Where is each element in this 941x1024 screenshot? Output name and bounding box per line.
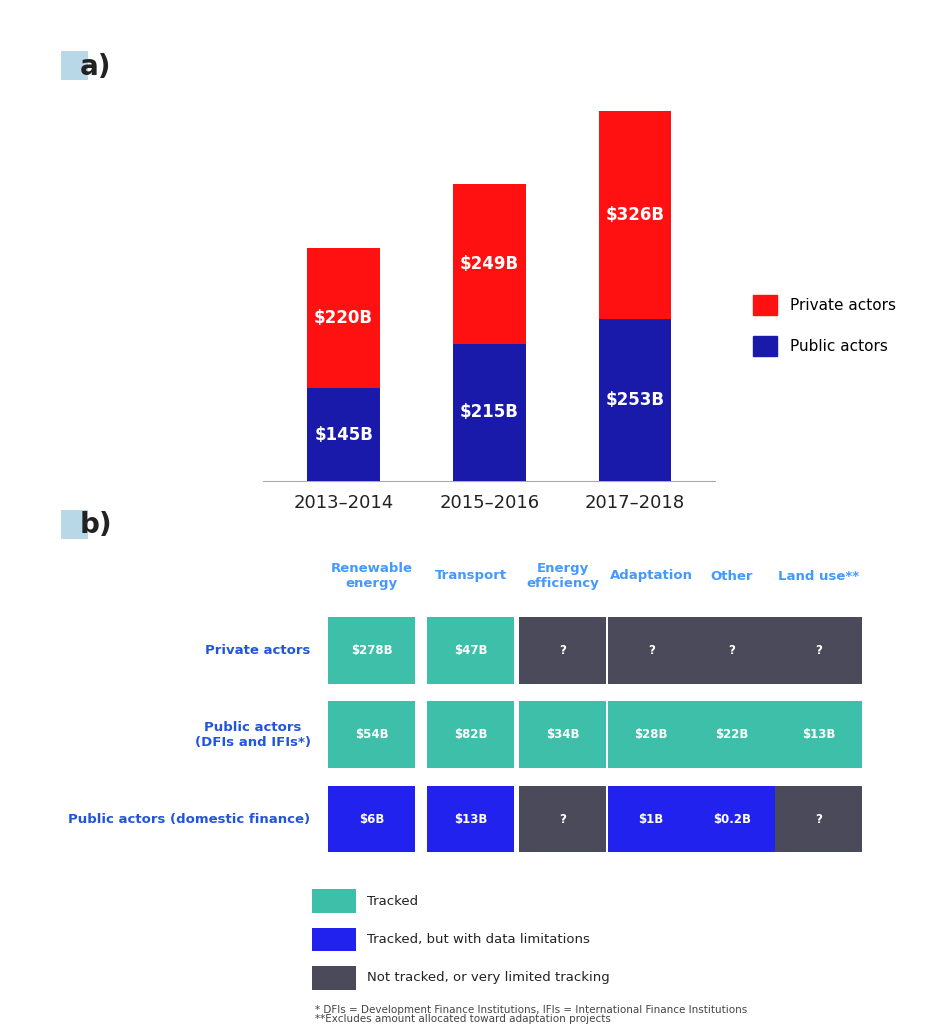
FancyBboxPatch shape bbox=[608, 786, 694, 852]
Text: ?: ? bbox=[559, 813, 566, 825]
FancyBboxPatch shape bbox=[519, 616, 606, 684]
Text: $253B: $253B bbox=[605, 391, 664, 410]
Bar bbox=[307, 248, 380, 388]
Text: b): b) bbox=[80, 511, 113, 540]
Bar bbox=[453, 184, 526, 344]
Text: $6B: $6B bbox=[359, 813, 384, 825]
FancyBboxPatch shape bbox=[775, 786, 862, 852]
FancyBboxPatch shape bbox=[608, 701, 694, 768]
Text: Not tracked, or very limited tracking: Not tracked, or very limited tracking bbox=[367, 972, 610, 984]
FancyBboxPatch shape bbox=[328, 701, 415, 768]
Text: Public actors (domestic finance): Public actors (domestic finance) bbox=[69, 813, 311, 825]
FancyBboxPatch shape bbox=[689, 616, 775, 684]
FancyBboxPatch shape bbox=[689, 786, 775, 852]
Bar bbox=[598, 319, 672, 481]
FancyBboxPatch shape bbox=[427, 616, 514, 684]
Text: $34B: $34B bbox=[546, 728, 580, 741]
Text: $249B: $249B bbox=[460, 255, 518, 273]
FancyBboxPatch shape bbox=[427, 786, 514, 852]
FancyBboxPatch shape bbox=[519, 701, 606, 768]
Text: $278B: $278B bbox=[351, 644, 392, 656]
Text: $326B: $326B bbox=[605, 206, 664, 224]
Text: $13B: $13B bbox=[454, 813, 487, 825]
Text: ?: ? bbox=[815, 644, 822, 656]
FancyBboxPatch shape bbox=[427, 701, 514, 768]
Text: $0.2B: $0.2B bbox=[713, 813, 751, 825]
Text: $215B: $215B bbox=[460, 403, 518, 422]
FancyBboxPatch shape bbox=[775, 616, 862, 684]
FancyBboxPatch shape bbox=[328, 786, 415, 852]
Text: * DFIs = Development Finance Institutions, IFIs = International Finance Institut: * DFIs = Development Finance Institution… bbox=[315, 1005, 747, 1015]
Text: $220B: $220B bbox=[314, 309, 374, 327]
Text: a): a) bbox=[80, 52, 111, 81]
Text: Tracked: Tracked bbox=[367, 895, 418, 907]
Text: $145B: $145B bbox=[314, 426, 373, 443]
FancyBboxPatch shape bbox=[312, 967, 356, 989]
Text: $13B: $13B bbox=[802, 728, 836, 741]
Bar bbox=[598, 111, 672, 319]
FancyBboxPatch shape bbox=[328, 616, 415, 684]
Text: $82B: $82B bbox=[454, 728, 487, 741]
Text: $1B: $1B bbox=[639, 813, 663, 825]
Text: ?: ? bbox=[815, 813, 822, 825]
Legend: Private actors, Public actors: Private actors, Public actors bbox=[745, 288, 903, 364]
FancyBboxPatch shape bbox=[775, 701, 862, 768]
Text: ?: ? bbox=[728, 644, 736, 656]
Text: Land use**: Land use** bbox=[778, 569, 859, 583]
FancyBboxPatch shape bbox=[689, 701, 775, 768]
Text: Private actors: Private actors bbox=[205, 644, 311, 656]
FancyBboxPatch shape bbox=[312, 889, 356, 913]
Text: Energy
efficiency: Energy efficiency bbox=[526, 562, 599, 590]
Text: Other: Other bbox=[710, 569, 754, 583]
Text: $22B: $22B bbox=[715, 728, 749, 741]
Text: ?: ? bbox=[559, 644, 566, 656]
Bar bbox=[307, 388, 380, 481]
Bar bbox=[453, 344, 526, 481]
Text: ?: ? bbox=[647, 644, 655, 656]
Text: **Excludes amount allocated toward adaptation projects: **Excludes amount allocated toward adapt… bbox=[315, 1014, 611, 1024]
FancyBboxPatch shape bbox=[519, 786, 606, 852]
Text: Adaptation: Adaptation bbox=[610, 569, 693, 583]
Text: $47B: $47B bbox=[454, 644, 487, 656]
FancyBboxPatch shape bbox=[312, 928, 356, 951]
FancyBboxPatch shape bbox=[608, 616, 694, 684]
Text: Renewable
energy: Renewable energy bbox=[330, 562, 413, 590]
Text: $28B: $28B bbox=[634, 728, 668, 741]
Text: Tracked, but with data limitations: Tracked, but with data limitations bbox=[367, 933, 590, 946]
Text: Public actors
(DFIs and IFIs*): Public actors (DFIs and IFIs*) bbox=[195, 721, 311, 749]
Text: Transport: Transport bbox=[435, 569, 506, 583]
Text: $54B: $54B bbox=[355, 728, 389, 741]
